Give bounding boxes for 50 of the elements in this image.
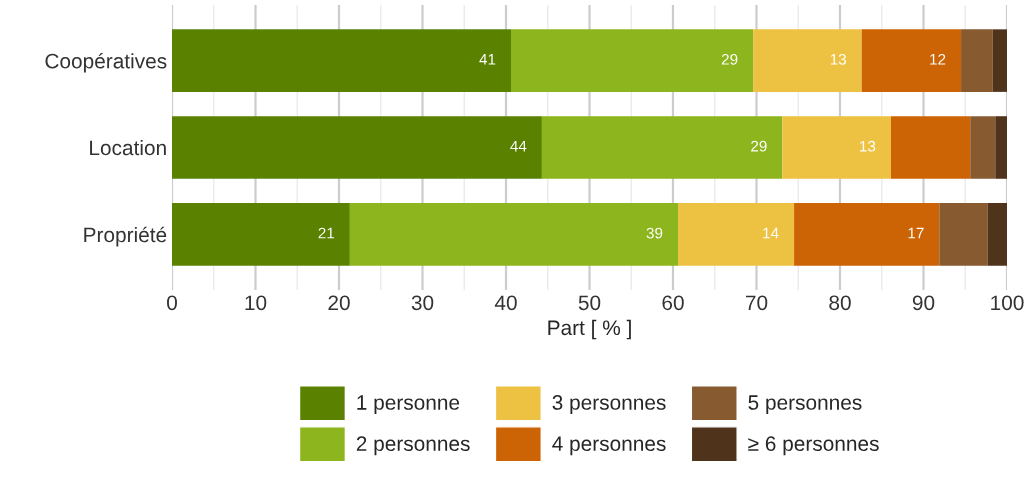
bar: [995, 116, 1007, 179]
legend-label: ≥ 6 personnes: [748, 436, 879, 456]
y-tick-label: Propriété: [84, 226, 167, 247]
bar: [890, 116, 971, 179]
legend-label: 4 personnes: [552, 436, 666, 456]
bar: [172, 29, 512, 92]
x-tick-label: 80: [829, 295, 851, 311]
bar: [511, 29, 754, 92]
data-label: 44: [510, 140, 527, 152]
bar: [970, 116, 996, 179]
data-label: 13: [860, 140, 876, 152]
x-tick-label: 30: [411, 295, 434, 311]
bar: [172, 116, 542, 179]
bar: [992, 29, 1007, 92]
bar: [172, 203, 350, 266]
y-tick-label: Location: [90, 139, 166, 156]
data-label: 41: [479, 54, 496, 65]
x-tick-label: 70: [745, 295, 768, 311]
data-label: 13: [830, 53, 847, 65]
bar: [782, 116, 891, 179]
data-label: 29: [721, 53, 738, 65]
bar: [678, 203, 795, 266]
x-tick-label: 0: [167, 295, 177, 311]
x-tick-label: 20: [328, 295, 350, 311]
bar: [861, 29, 962, 92]
data-label: 17: [908, 227, 924, 239]
y-tick-label: Coopératives: [45, 52, 167, 73]
x-tick-label: 90: [912, 295, 935, 311]
x-tick-label: 40: [494, 295, 517, 311]
data-label: 39: [646, 227, 663, 239]
legend-label: 2 personnes: [356, 436, 470, 456]
bar: [349, 203, 679, 266]
legend-label: 3 personnes: [552, 395, 666, 414]
legend-label: 1 personne: [357, 395, 460, 414]
bar: [541, 116, 783, 179]
data-label: 12: [930, 53, 946, 65]
x-tick-label: 60: [662, 295, 684, 311]
data-label: 29: [751, 140, 767, 152]
data-label: 21: [318, 227, 335, 239]
data-label: 14: [763, 227, 779, 239]
bar: [794, 203, 940, 266]
bar: [753, 29, 862, 92]
x-axis-title: Part [ % ]: [548, 319, 631, 340]
bar: [961, 29, 993, 92]
x-tick-label: 100: [991, 295, 1024, 311]
x-tick-label: 10: [245, 295, 267, 311]
bar: [987, 203, 1007, 266]
bar: [939, 203, 988, 266]
x-tick-label: 50: [578, 295, 601, 311]
legend-label: 5 personnes: [748, 395, 862, 414]
